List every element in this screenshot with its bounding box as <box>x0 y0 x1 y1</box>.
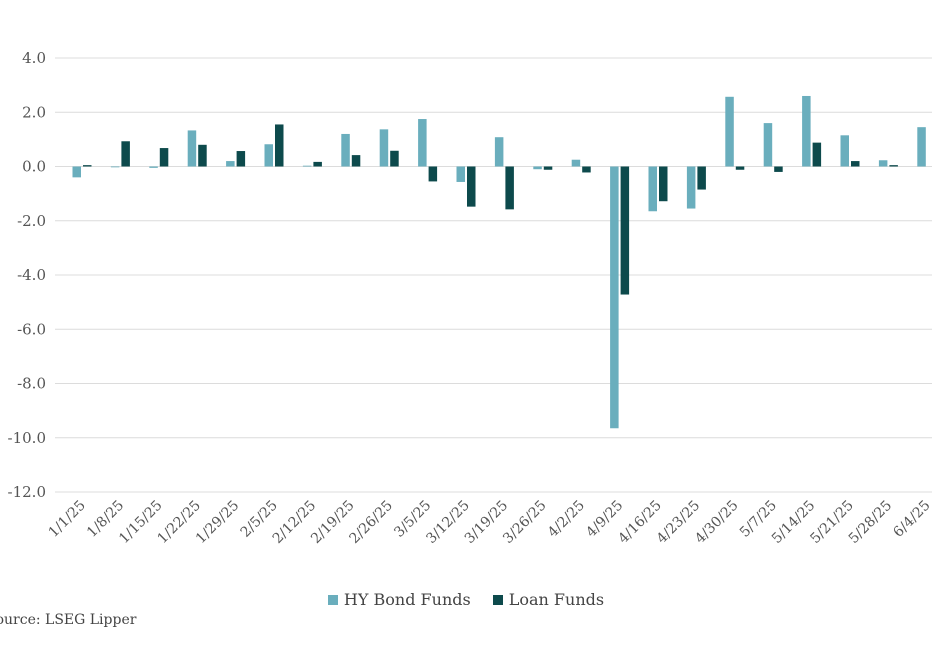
bar-loan-funds <box>313 161 322 167</box>
bar-loan-funds <box>275 124 284 167</box>
legend-swatch-hy-bond-funds <box>327 594 338 605</box>
bar-hy-bond-funds <box>110 166 120 168</box>
bar-hy-bond-funds <box>264 144 273 167</box>
legend-swatch-loan-funds <box>492 594 503 605</box>
bar-hy-bond-funds <box>571 159 581 167</box>
bar-hy-bond-funds <box>456 166 465 182</box>
bars <box>72 95 926 429</box>
y-tick-label: 2.0 <box>22 103 46 121</box>
bar-hy-bond-funds <box>878 160 888 167</box>
bar-hy-bond-funds <box>763 123 773 167</box>
bar-loan-funds <box>735 166 745 170</box>
x-tick-label: 1/1/25 <box>46 498 89 541</box>
bar-loan-funds <box>889 165 898 167</box>
legend-item-loan-funds: Loan Funds <box>492 590 605 609</box>
bar-hy-bond-funds <box>917 127 926 167</box>
bar-loan-funds <box>390 150 399 167</box>
bar-hy-bond-funds <box>302 165 312 167</box>
bar-loan-funds <box>697 166 706 190</box>
y-tick-label: 0.0 <box>22 158 46 176</box>
bar-hy-bond-funds <box>72 166 81 178</box>
bar-loan-funds <box>774 166 783 172</box>
bar-hy-bond-funds <box>725 96 734 167</box>
legend-label-hy-bond-funds: HY Bond Funds <box>343 590 471 609</box>
bar-loan-funds <box>467 166 476 207</box>
legend: HY Bond Funds Loan Funds <box>0 590 932 609</box>
bar-hy-bond-funds <box>494 137 504 167</box>
x-tick-label: 3/26/25 <box>500 498 549 547</box>
bar-hy-bond-funds <box>379 129 389 167</box>
bar-hy-bond-funds <box>533 166 542 170</box>
bar-hy-bond-funds <box>610 166 619 429</box>
legend-item-hy-bond-funds: HY Bond Funds <box>327 590 471 609</box>
y-tick-label: 4.0 <box>22 49 46 67</box>
bar-hy-bond-funds <box>149 166 158 168</box>
bar-loan-funds <box>659 166 668 202</box>
y-tick-label: -8.0 <box>17 375 46 393</box>
y-tick-label: -6.0 <box>17 320 46 338</box>
bar-loan-funds <box>428 166 438 182</box>
x-tick-label: 6/4/25 <box>890 498 932 541</box>
y-tick-label: -12.0 <box>8 483 46 501</box>
bar-loan-funds <box>159 148 169 167</box>
source-note: Source: LSEG Lipper <box>0 612 137 628</box>
bar-hy-bond-funds <box>840 135 849 167</box>
legend-label-loan-funds: Loan Funds <box>508 590 605 609</box>
y-tick-label: -2.0 <box>17 212 46 230</box>
y-axis-ticks: 4.0 2.0 0.0 -2.0 -4.0 -6.0 -8.0 -10.0 -12.0 <box>8 49 46 501</box>
bar-loan-funds <box>121 141 130 167</box>
bar-loan-funds <box>812 142 822 167</box>
bar-hy-bond-funds <box>341 133 350 167</box>
x-tick-label: 4/2/25 <box>545 498 588 541</box>
bar-hy-bond-funds <box>187 130 197 167</box>
bar-hy-bond-funds <box>648 166 657 212</box>
bar-loan-funds <box>620 166 630 295</box>
x-axis-ticks: 1/1/251/8/251/15/251/22/251/29/252/5/252… <box>46 498 932 547</box>
x-tick-label: 2/26/25 <box>347 498 396 547</box>
bar-hy-bond-funds <box>802 95 811 167</box>
gridlines <box>55 57 932 493</box>
bar-hy-bond-funds <box>226 161 235 167</box>
bar-loan-funds <box>351 155 361 167</box>
bar-loan-funds <box>505 166 514 210</box>
bar-loan-funds <box>198 144 207 167</box>
y-tick-label: -4.0 <box>17 266 46 284</box>
bar-loan-funds <box>83 165 92 167</box>
bar-loan-funds <box>236 151 246 167</box>
bar-loan-funds <box>543 166 553 170</box>
x-tick-label: 4/30/25 <box>692 498 741 547</box>
bar-loan-funds <box>582 166 591 173</box>
y-tick-label: -10.0 <box>8 429 46 447</box>
bar-hy-bond-funds <box>686 166 696 209</box>
bar-hy-bond-funds <box>418 119 427 167</box>
x-tick-label: 5/28/25 <box>846 498 895 547</box>
bar-loan-funds <box>851 161 860 167</box>
x-tick-label: 1/29/25 <box>193 498 242 547</box>
